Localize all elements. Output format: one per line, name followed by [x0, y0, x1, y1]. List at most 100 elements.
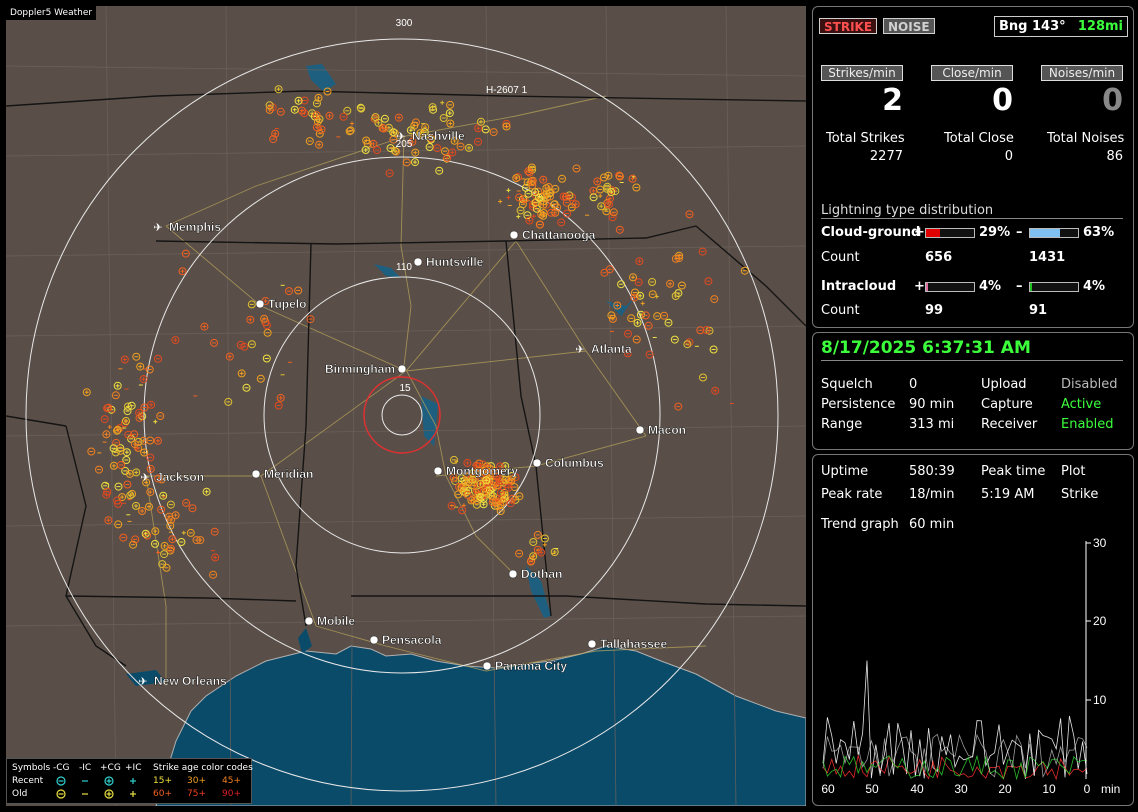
noises-per-min-value: 0: [1102, 83, 1123, 118]
strike-marker: [711, 386, 720, 395]
strike-marker: [379, 124, 388, 133]
strike-marker: [450, 136, 459, 145]
strike-marker: [146, 465, 155, 473]
city-label: Chattanooga: [522, 228, 596, 242]
strike-marker: [648, 278, 657, 286]
strike-marker: [125, 469, 134, 478]
strike-marker: [615, 171, 624, 180]
plot-value[interactable]: Strike: [1061, 487, 1099, 502]
strike-marker: [126, 491, 135, 500]
city-label: Atlanta: [591, 342, 632, 356]
city-atlanta: ✈ Atlanta: [575, 342, 632, 356]
strike-marker: [482, 495, 487, 500]
legend-age-90: 90+: [222, 789, 241, 799]
city-label: New Orleans: [154, 674, 227, 688]
strike-marker: [527, 557, 535, 566]
strike-marker: [408, 137, 417, 146]
strike-marker: [458, 506, 467, 515]
uptime-label: Uptime: [821, 464, 869, 479]
route-label: H-2607 1: [486, 85, 528, 96]
strike-marker: [141, 529, 150, 538]
strike-marker: [186, 528, 195, 537]
strike-marker: [524, 189, 533, 198]
city-jackson: ✈ Jackson: [140, 470, 204, 484]
city-dot-icon: [304, 616, 314, 626]
strike-marker: [112, 438, 121, 447]
strike-marker: [445, 109, 454, 118]
strike-marker: [699, 373, 707, 382]
strike-marker: [166, 500, 175, 509]
ic-positive-bar: [925, 282, 975, 292]
city-panama-city: Panama City: [482, 659, 568, 673]
strike-marker: [300, 96, 309, 105]
ic-negative-bar: [1029, 282, 1079, 292]
noise-indicator-button[interactable]: NOISE: [883, 18, 935, 34]
cg-positive-count: 656: [925, 250, 953, 265]
strike-marker: [496, 462, 504, 471]
strike-marker: [147, 400, 156, 409]
strike-marker: [82, 388, 91, 397]
city-mobile: Mobile: [304, 614, 356, 628]
ic-minus-sign: –: [1016, 279, 1023, 294]
strike-marker: [315, 140, 324, 149]
y-tick-30: 30: [1093, 536, 1107, 550]
y-tick-10: 10: [1093, 693, 1107, 707]
strike-marker: [224, 397, 233, 406]
strike-marker: [702, 326, 711, 334]
city-columbus: Columbus: [532, 456, 604, 470]
legend-old-label: Old: [12, 789, 28, 799]
strike-marker: [380, 114, 389, 123]
close-range-ring: [363, 376, 441, 454]
city-label: Montgomery: [446, 464, 518, 478]
strike-marker: [102, 430, 111, 439]
trend-series-line: [822, 660, 1088, 779]
strike-marker: [135, 408, 144, 417]
strike-marker: [211, 553, 220, 562]
strike-marker: [132, 501, 140, 510]
strike-marker: [696, 326, 705, 335]
strike-marker: [645, 350, 654, 359]
lake-3: [421, 396, 438, 446]
strike-marker: [276, 107, 285, 116]
ic-positive-pct: 4%: [979, 279, 1002, 294]
city-label: Memphis: [169, 220, 221, 234]
strike-marker: [632, 183, 641, 192]
strike-marker: [142, 478, 151, 487]
strike-indicator-button[interactable]: STRIKE: [819, 18, 878, 34]
range-rings: [25, 38, 779, 792]
strike-marker: [113, 425, 122, 434]
strike-marker: [456, 142, 465, 151]
strike-marker: [182, 498, 191, 507]
strike-marker: [557, 218, 566, 227]
lake-2: [374, 264, 401, 278]
map-canvas[interactable]: 300 205 110 15 H-2607 1 ✈ Nashville ✈ Memph…: [6, 6, 806, 806]
lightning-map[interactable]: 300 205 110 15 H-2607 1 ✈ Nashville ✈ Memph…: [6, 6, 806, 806]
strike-marker: [177, 538, 186, 546]
strike-marker: [629, 273, 637, 282]
city-dot-icon: [369, 635, 379, 645]
symbol-legend: Symbols -CG -IC +CG +IC Strike age color…: [6, 758, 253, 804]
city-dot-icon: [508, 569, 518, 579]
strike-marker: [603, 184, 612, 193]
total-strikes-label: Total Strikes: [826, 131, 905, 146]
airport-icon: ✈: [575, 343, 584, 356]
strike-marker: [516, 214, 521, 219]
strike-marker: [111, 448, 120, 457]
strike-marker: [653, 312, 662, 321]
strike-marker: [294, 286, 303, 295]
strike-marker: [476, 489, 481, 494]
strike-marker: [225, 352, 234, 361]
app-title: Doppler5 Weather: [6, 6, 97, 20]
strike-marker: [156, 412, 165, 420]
strike-marker: [129, 540, 138, 549]
strike-marker: [597, 202, 606, 211]
airport-icon: ✈: [396, 130, 405, 143]
strike-marker: [160, 541, 169, 550]
strike-marker: [529, 538, 538, 546]
strike-marker: [87, 447, 96, 456]
strike-marker: [136, 362, 145, 371]
strike-marker: [600, 173, 608, 182]
noises-per-min-header: Noises/min: [1041, 65, 1123, 81]
strike-marker: [598, 194, 603, 198]
strike-marker: [529, 552, 538, 561]
